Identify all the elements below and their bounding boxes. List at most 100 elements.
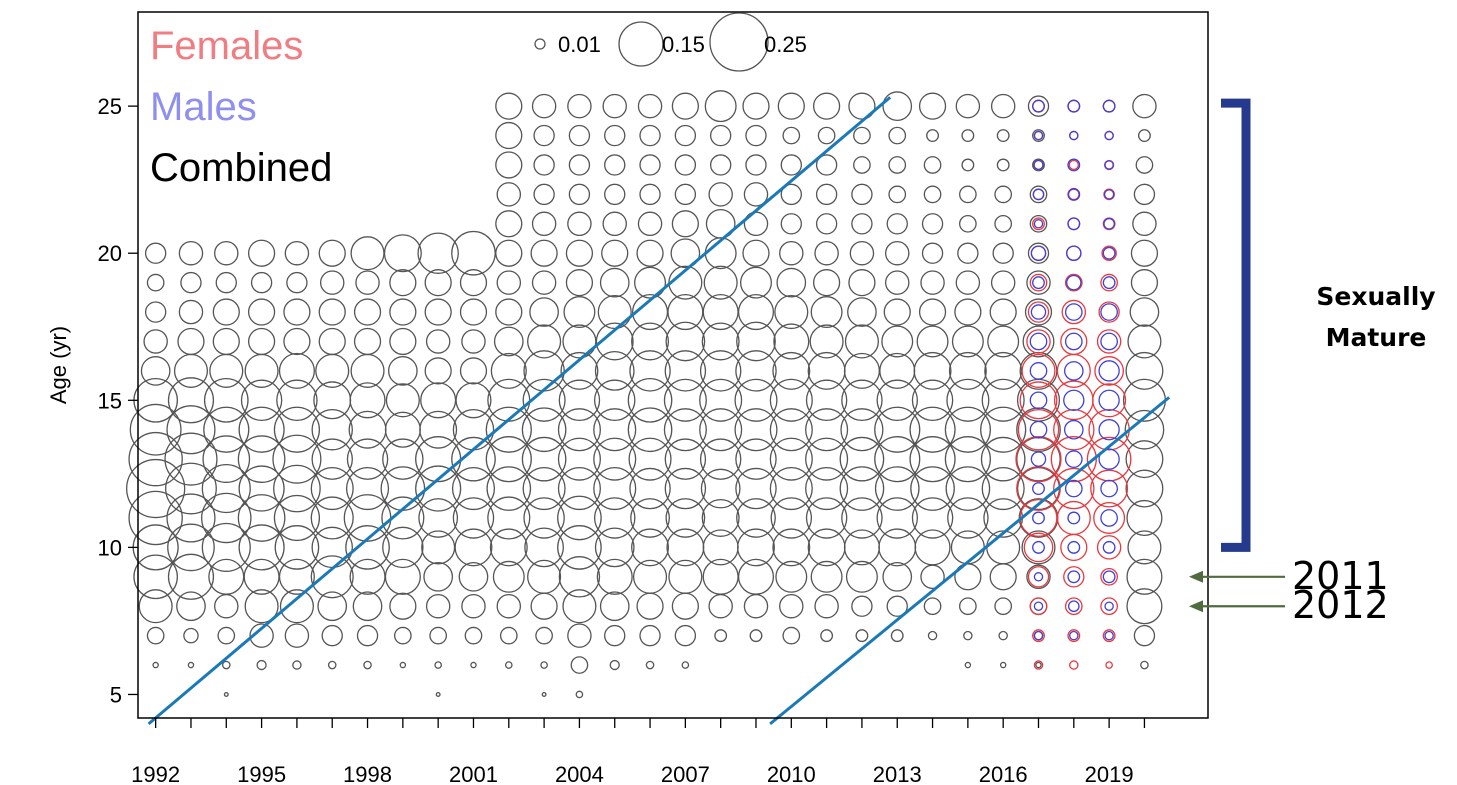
- bubble-combined: [424, 357, 452, 385]
- bubble-combined: [1019, 351, 1058, 390]
- bubble-combined: [523, 350, 565, 392]
- bubble-combined: [311, 408, 353, 451]
- bubble-combined: [272, 434, 322, 484]
- bubble-females: [1026, 329, 1051, 354]
- bubble-combined: [363, 660, 372, 670]
- bubble-combined: [496, 593, 522, 619]
- bubble-combined: [458, 561, 489, 592]
- bubble-males: [1104, 130, 1114, 141]
- bubble-combined: [558, 379, 601, 422]
- size-legend-circle-large: [709, 12, 769, 72]
- bubble-combined: [879, 352, 916, 389]
- bubble-males: [1030, 451, 1047, 467]
- bubble-combined: [950, 530, 985, 565]
- bubble-combined: [420, 382, 457, 419]
- bubble-combined: [522, 378, 566, 422]
- bubble-combined: [164, 432, 218, 486]
- bubble-combined: [495, 151, 523, 179]
- arrow-year-label: 2012: [1292, 583, 1389, 627]
- bubble-combined: [389, 592, 417, 620]
- bubble-combined: [947, 497, 989, 539]
- bubble-combined: [876, 497, 918, 539]
- bubble-combined: [183, 627, 199, 644]
- bubble-combined: [490, 352, 527, 389]
- bubble-combined: [452, 497, 495, 539]
- bubble-males: [1100, 303, 1118, 321]
- bubble-combined: [996, 129, 1010, 143]
- bubble-combined: [283, 327, 311, 356]
- bubble-combined: [886, 213, 908, 235]
- bubble-combined: [841, 379, 883, 422]
- bubble-combined: [639, 624, 661, 647]
- bubble-combined: [743, 593, 769, 619]
- bubble-combined: [926, 129, 940, 143]
- bubble-combined: [389, 269, 417, 297]
- bubble-males: [1029, 362, 1048, 380]
- bubble-males: [1102, 540, 1116, 554]
- bubble-combined: [634, 266, 667, 299]
- bubble-combined: [531, 270, 557, 295]
- bubble-combined: [705, 208, 736, 239]
- bubble-combined: [176, 591, 206, 622]
- bubble-combined: [878, 528, 917, 567]
- bubble-combined: [709, 154, 732, 176]
- bubble-combined: [1126, 558, 1163, 595]
- bubble-combined: [805, 466, 849, 511]
- bubble-combined: [419, 410, 458, 449]
- bubble-females: [1032, 217, 1045, 231]
- bubble-combined: [602, 211, 627, 237]
- bubble-combined: [565, 269, 594, 297]
- bubble-combined: [452, 408, 495, 451]
- bubble-combined: [1130, 239, 1159, 267]
- bubble-combined: [1027, 95, 1050, 117]
- bubble-combined: [492, 560, 525, 593]
- bubble-combined: [681, 661, 690, 669]
- bubble-combined: [434, 661, 442, 669]
- bubble-combined: [1027, 242, 1050, 264]
- bubble-combined: [531, 211, 557, 237]
- size-legend-circle-medium: [618, 21, 664, 67]
- bubble-combined: [557, 495, 602, 541]
- bubble-combined: [560, 351, 599, 390]
- bubble-combined: [998, 630, 1008, 641]
- bubble-combined: [348, 410, 387, 449]
- bubble-combined: [165, 462, 217, 515]
- bubble-combined: [631, 322, 670, 361]
- bubble-combined: [352, 591, 383, 622]
- bubble-combined: [244, 589, 279, 624]
- bubble-combined: [810, 296, 843, 329]
- bubble-combined: [701, 322, 740, 361]
- bubble-females: [1027, 301, 1050, 323]
- bubble-combined: [664, 350, 707, 392]
- bubble-combined: [138, 589, 173, 624]
- bubble-combined: [567, 623, 592, 648]
- bubble-combined: [981, 466, 1025, 511]
- bubble-combined: [708, 593, 733, 619]
- bubble-males: [1102, 276, 1116, 290]
- bubble-females: [1053, 467, 1095, 510]
- bubble-combined: [318, 327, 346, 356]
- bubble-combined: [1127, 530, 1162, 565]
- bubble-combined: [604, 154, 626, 176]
- bubble-males: [1063, 389, 1085, 411]
- bubble-combined: [807, 528, 846, 567]
- bubble-combined: [540, 661, 548, 669]
- bubble-males: [1100, 509, 1118, 527]
- bubble-combined: [557, 437, 601, 481]
- bubble-combined: [256, 659, 267, 671]
- bubble-combined: [699, 350, 742, 392]
- bubble-combined: [524, 527, 564, 568]
- x-tick-label: 2001: [449, 762, 498, 785]
- bubble-combined: [178, 240, 204, 266]
- bubble-combined: [699, 408, 743, 452]
- bubble-combined: [910, 466, 955, 511]
- bubble-combined: [167, 377, 215, 424]
- bubble-combined: [424, 298, 452, 326]
- bubble-combined: [702, 293, 739, 331]
- bubble-combined: [521, 407, 567, 453]
- bubble-combined: [992, 242, 1014, 264]
- bubble-combined: [703, 265, 738, 300]
- bubble-combined: [708, 182, 733, 207]
- bubble-combined: [839, 466, 885, 511]
